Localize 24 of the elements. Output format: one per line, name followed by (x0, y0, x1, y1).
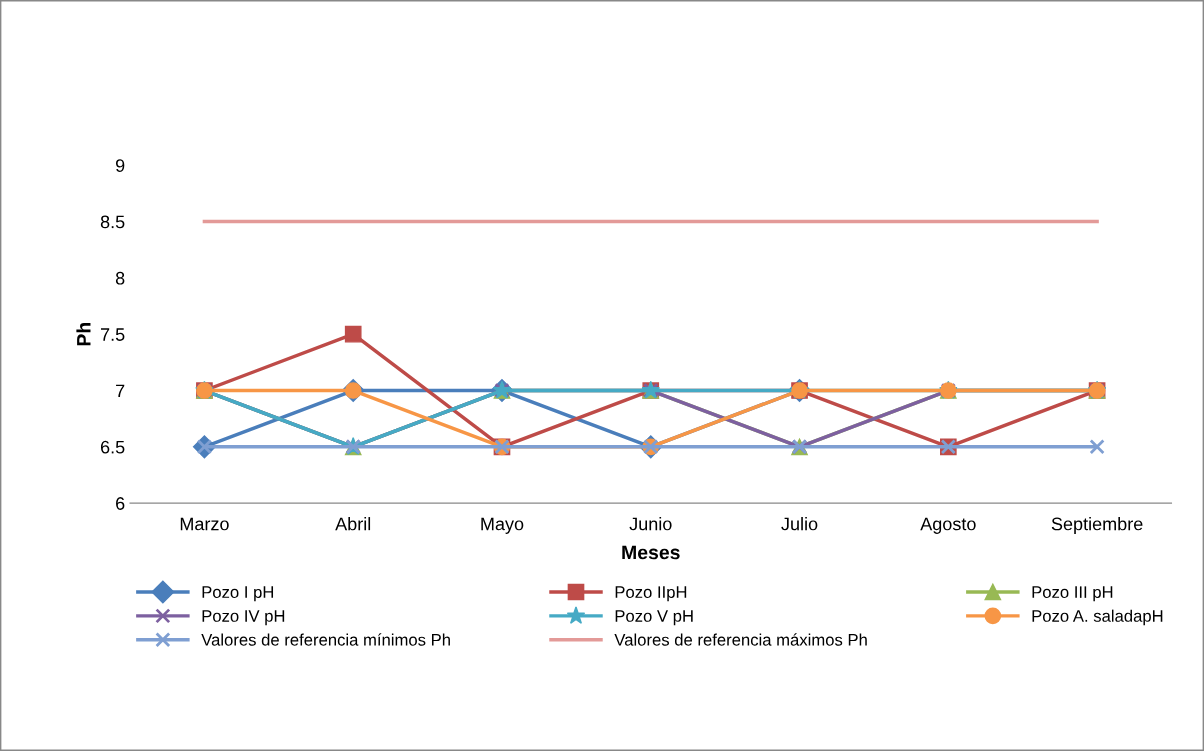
x-tick-label: Marzo (180, 517, 229, 531)
x-tick-label: Abril (335, 517, 371, 531)
y-tick-label: 8 (115, 271, 125, 285)
x-tick-label: Mayo (481, 517, 524, 534)
legend-label: Valores de referencia máximos Ph (614, 633, 867, 646)
y-axis-title: Ph (76, 322, 91, 346)
y-tick-label: 6.5 (100, 440, 125, 454)
y-tick-label: 9 (115, 159, 125, 172)
x-tick-label: Septiembre (1051, 517, 1143, 534)
legend-label: Pozo III pH (1032, 586, 1113, 602)
y-tick-label: 6 (116, 497, 125, 510)
y-tick-label: 7 (116, 384, 125, 398)
legend-label: Valores de referencia mínimos Ph (201, 633, 450, 646)
x-tick-label: Julio (781, 517, 818, 531)
y-tick-label: 7.5 (101, 328, 125, 341)
legend-label: Pozo I pH (202, 586, 274, 602)
x-tick-label: Agosto (920, 517, 976, 534)
legend-label: Pozo IIpH (615, 586, 687, 602)
x-axis-title: Meses (622, 545, 680, 560)
legend-label: Pozo A. saladapH (1032, 609, 1163, 626)
legend-label: Pozo V pH (615, 610, 693, 626)
x-tick-label: Junio (629, 517, 672, 531)
legend-label: Pozo IV pH (202, 610, 285, 626)
y-tick-label: 8.5 (100, 215, 125, 229)
